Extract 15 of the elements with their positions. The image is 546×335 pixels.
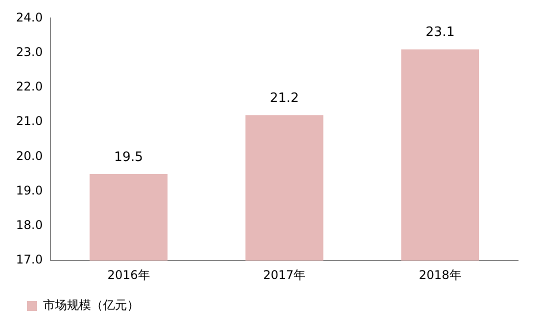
y-tick-label: 20.0: [16, 148, 43, 163]
y-tick-label: 18.0: [16, 218, 43, 232]
data-label: 19.5: [114, 150, 144, 165]
legend-label: 市场规模（亿元）: [43, 298, 139, 312]
y-tick-label: 24.0: [16, 10, 43, 24]
data-label: 23.1: [426, 25, 455, 40]
y-tick-label: 19.0: [16, 183, 43, 198]
y-tick-label: 23.0: [16, 44, 43, 59]
x-tick-label: 2018年: [418, 268, 462, 282]
y-tick-label: 22.0: [16, 80, 43, 94]
data-label: 21.2: [270, 91, 299, 106]
x-tick-label: 2016年: [107, 268, 150, 282]
y-tick-label: 21.0: [16, 114, 43, 128]
x-tick-label: 2017年: [263, 268, 306, 282]
y-tick-label: 17.0: [16, 252, 43, 267]
